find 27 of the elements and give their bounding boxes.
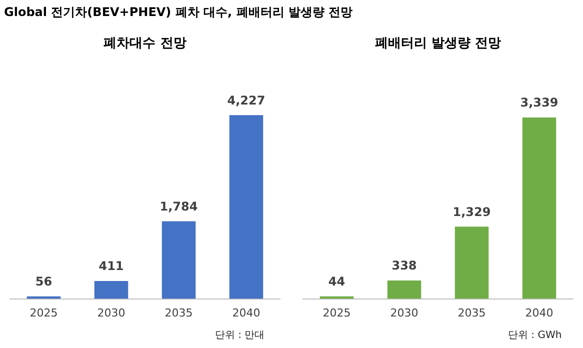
chart-title: 폐차대수 전망 [104, 36, 186, 52]
data-label: 338 [392, 258, 417, 273]
text: Global 전기차(BEV+PHEV) 폐차 대수, 폐배터리 발생량 전망 [4, 4, 353, 21]
x-tick-label: 2040 [525, 306, 554, 320]
x-tick-label: 2025 [322, 306, 351, 320]
bar [162, 221, 196, 299]
bar [94, 280, 128, 299]
data-label: 1,784 [160, 199, 198, 214]
data-label: 56 [35, 274, 52, 288]
chart-title: 폐배터리 발생량 전망 [374, 36, 502, 52]
bar [229, 115, 264, 299]
x-tick-label: 2030 [97, 306, 126, 320]
bar [454, 226, 489, 299]
data-label: 411 [98, 259, 124, 274]
text: 단위 : 만대 [215, 329, 265, 342]
x-tick-label: 2030 [390, 306, 418, 320]
bar [522, 117, 556, 299]
text: 단위 : GWh [508, 329, 562, 342]
x-tick-label: 2025 [30, 306, 58, 320]
x-tick-label: 2040 [232, 306, 260, 320]
data-label: 44 [328, 274, 346, 289]
x-tick-label: 2035 [164, 306, 193, 320]
data-label: 1,329 [452, 204, 491, 219]
x-tick-label: 2035 [458, 306, 486, 320]
data-label: 3,339 [520, 96, 558, 110]
data-label: 4,227 [227, 93, 266, 108]
bar [387, 280, 422, 299]
